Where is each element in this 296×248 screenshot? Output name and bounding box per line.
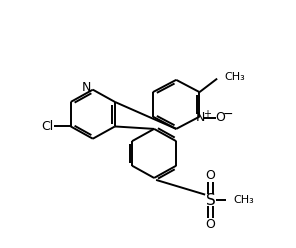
Text: O: O — [206, 218, 215, 231]
Text: S: S — [206, 192, 215, 208]
Text: N: N — [195, 111, 205, 124]
Text: +: + — [203, 109, 211, 119]
Text: O: O — [216, 111, 226, 124]
Text: N: N — [82, 81, 91, 94]
Text: CH₃: CH₃ — [234, 195, 255, 205]
Text: Cl: Cl — [41, 120, 54, 133]
Text: CH₃: CH₃ — [224, 72, 245, 82]
Text: O: O — [206, 169, 215, 182]
Text: −: − — [223, 108, 233, 121]
